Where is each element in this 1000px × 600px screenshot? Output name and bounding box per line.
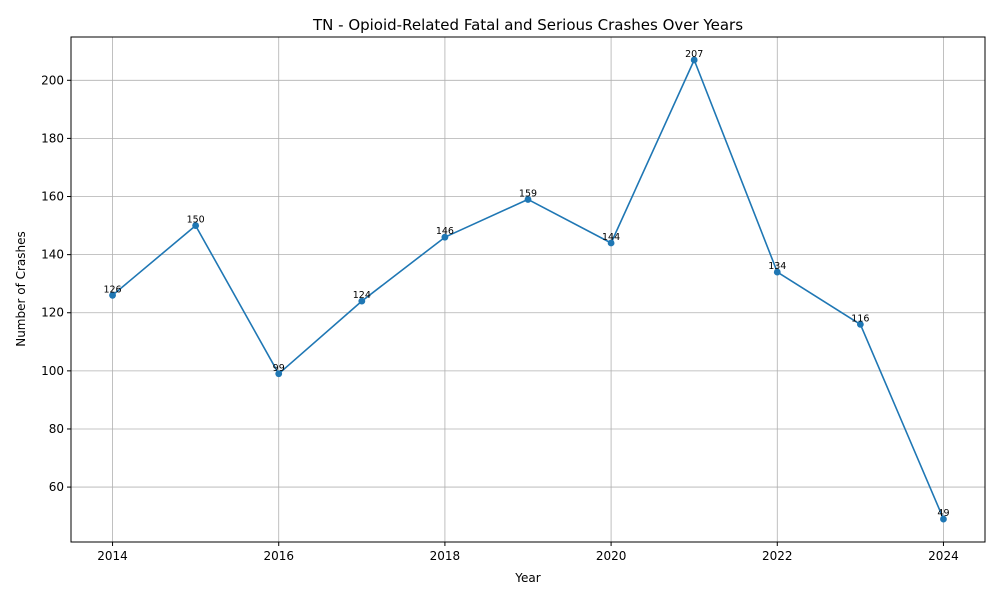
data-point xyxy=(275,370,283,378)
x-tick-label: 2014 xyxy=(97,549,128,563)
x-tick-label: 2018 xyxy=(430,549,461,563)
x-axis-ticks: 2014 2016 2018 2020 2022 2024 xyxy=(97,542,959,563)
data-label: 49 xyxy=(937,508,949,519)
y-tick-label: 80 xyxy=(49,422,64,436)
data-point xyxy=(690,56,698,64)
data-label: 116 xyxy=(851,313,869,324)
data-point xyxy=(524,196,532,203)
data-label: 124 xyxy=(353,290,371,301)
y-tick-label: 60 xyxy=(49,480,64,494)
y-tick-label: 120 xyxy=(41,306,64,320)
data-label: 99 xyxy=(273,363,285,374)
data-point xyxy=(109,291,116,299)
data-point xyxy=(441,233,449,241)
data-point xyxy=(607,239,615,247)
data-label: 159 xyxy=(519,188,537,199)
data-label: 207 xyxy=(685,49,703,60)
data-point xyxy=(773,268,781,276)
grid xyxy=(71,37,985,542)
data-labels: 126 150 99 124 146 159 144 207 134 116 49 xyxy=(103,49,949,519)
data-point xyxy=(940,515,947,523)
y-tick-label: 160 xyxy=(41,190,64,204)
y-tick-label: 200 xyxy=(41,73,64,87)
y-tick-label: 180 xyxy=(41,131,64,145)
data-label: 146 xyxy=(436,226,454,237)
chart-title: TN - Opioid-Related Fatal and Serious Cr… xyxy=(312,16,743,34)
x-tick-label: 2020 xyxy=(596,549,627,563)
data-points xyxy=(109,56,947,523)
data-label: 150 xyxy=(187,215,205,226)
x-axis-label: Year xyxy=(514,571,540,585)
x-tick-label: 2016 xyxy=(263,549,294,563)
y-tick-label: 100 xyxy=(41,364,64,378)
y-axis-ticks: 60 80 100 120 140 160 180 200 xyxy=(41,73,71,494)
y-axis-label: Number of Crashes xyxy=(14,231,28,347)
data-label: 144 xyxy=(602,232,620,243)
data-label: 134 xyxy=(768,261,786,272)
data-point xyxy=(856,320,864,328)
axes-frame xyxy=(70,36,986,543)
x-tick-label: 2022 xyxy=(762,549,793,563)
x-tick-label: 2024 xyxy=(928,549,959,563)
data-label: 126 xyxy=(103,284,121,295)
y-tick-label: 140 xyxy=(41,248,64,262)
data-point xyxy=(358,297,366,305)
data-point xyxy=(192,222,200,229)
